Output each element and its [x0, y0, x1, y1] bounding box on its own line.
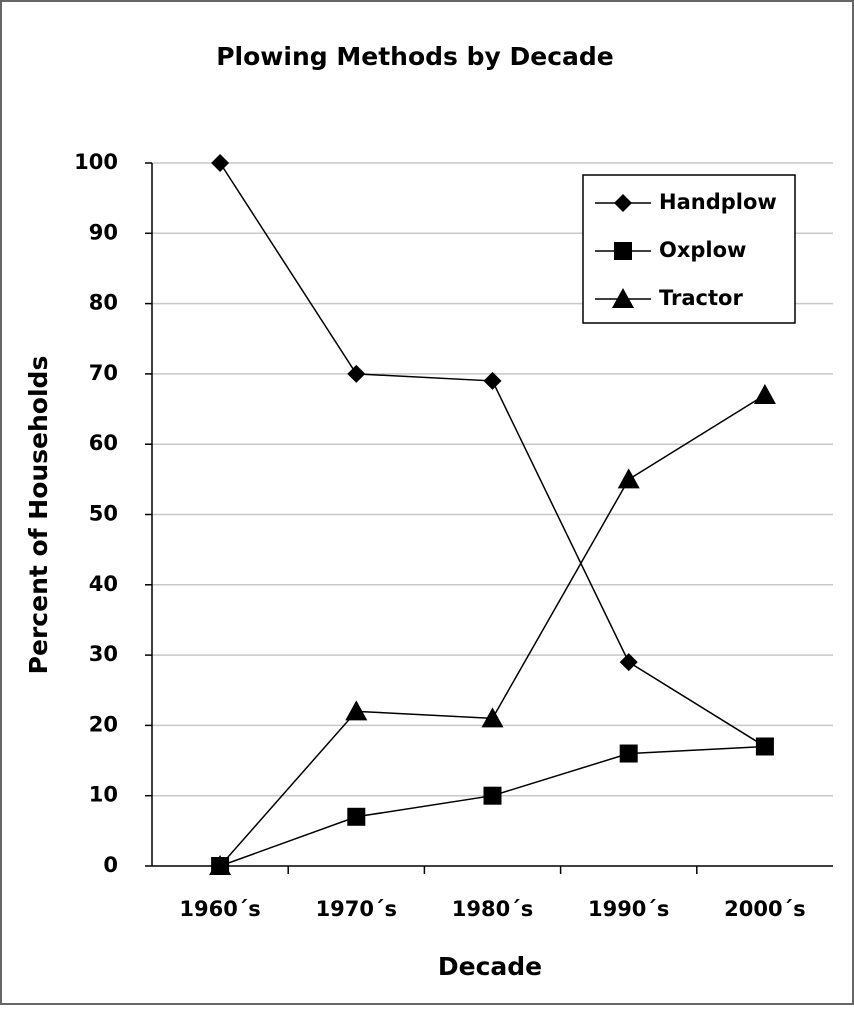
y-tick-label: 90	[89, 220, 118, 244]
legend-marker	[614, 194, 632, 212]
data-point	[483, 371, 502, 390]
data-point	[211, 154, 230, 172]
x-tick-label: 1970´s	[316, 897, 397, 921]
x-tick-label: 2000´s	[724, 897, 805, 921]
x-axis-title: Decade	[438, 952, 542, 981]
data-point	[209, 855, 232, 875]
data-point	[753, 383, 776, 404]
data-point	[483, 786, 502, 805]
y-tick-label: 40	[89, 572, 118, 596]
y-tick-label: 10	[89, 783, 118, 807]
data-point	[619, 653, 638, 672]
legend-label: Tractor	[659, 286, 743, 310]
y-tick-label: 70	[89, 361, 118, 385]
data-point	[347, 364, 366, 383]
y-tick-label: 60	[89, 431, 118, 455]
data-point	[619, 744, 638, 763]
data-point	[347, 807, 366, 826]
chart-title: Plowing Methods by Decade	[216, 42, 614, 71]
y-tick-label: 80	[89, 291, 118, 315]
legend-label: Handplow	[659, 190, 777, 214]
data-point	[755, 737, 774, 756]
data-point	[481, 707, 504, 728]
y-tick-label: 30	[89, 642, 118, 666]
x-tick-label: 1980´s	[452, 897, 533, 921]
data-point	[617, 468, 640, 489]
x-tick-label: 1960´s	[179, 897, 260, 921]
y-tick-label: 0	[103, 853, 118, 877]
legend-marker	[614, 242, 632, 260]
legend-marker	[612, 288, 634, 308]
y-tick-label: 50	[89, 502, 118, 526]
x-tick-label: 1990´s	[588, 897, 669, 921]
y-tick-label: 20	[89, 712, 118, 736]
y-axis-title: Percent of Households	[24, 356, 53, 675]
y-tick-label: 100	[74, 150, 118, 174]
data-point	[345, 700, 368, 721]
legend-label: Oxplow	[659, 238, 746, 262]
